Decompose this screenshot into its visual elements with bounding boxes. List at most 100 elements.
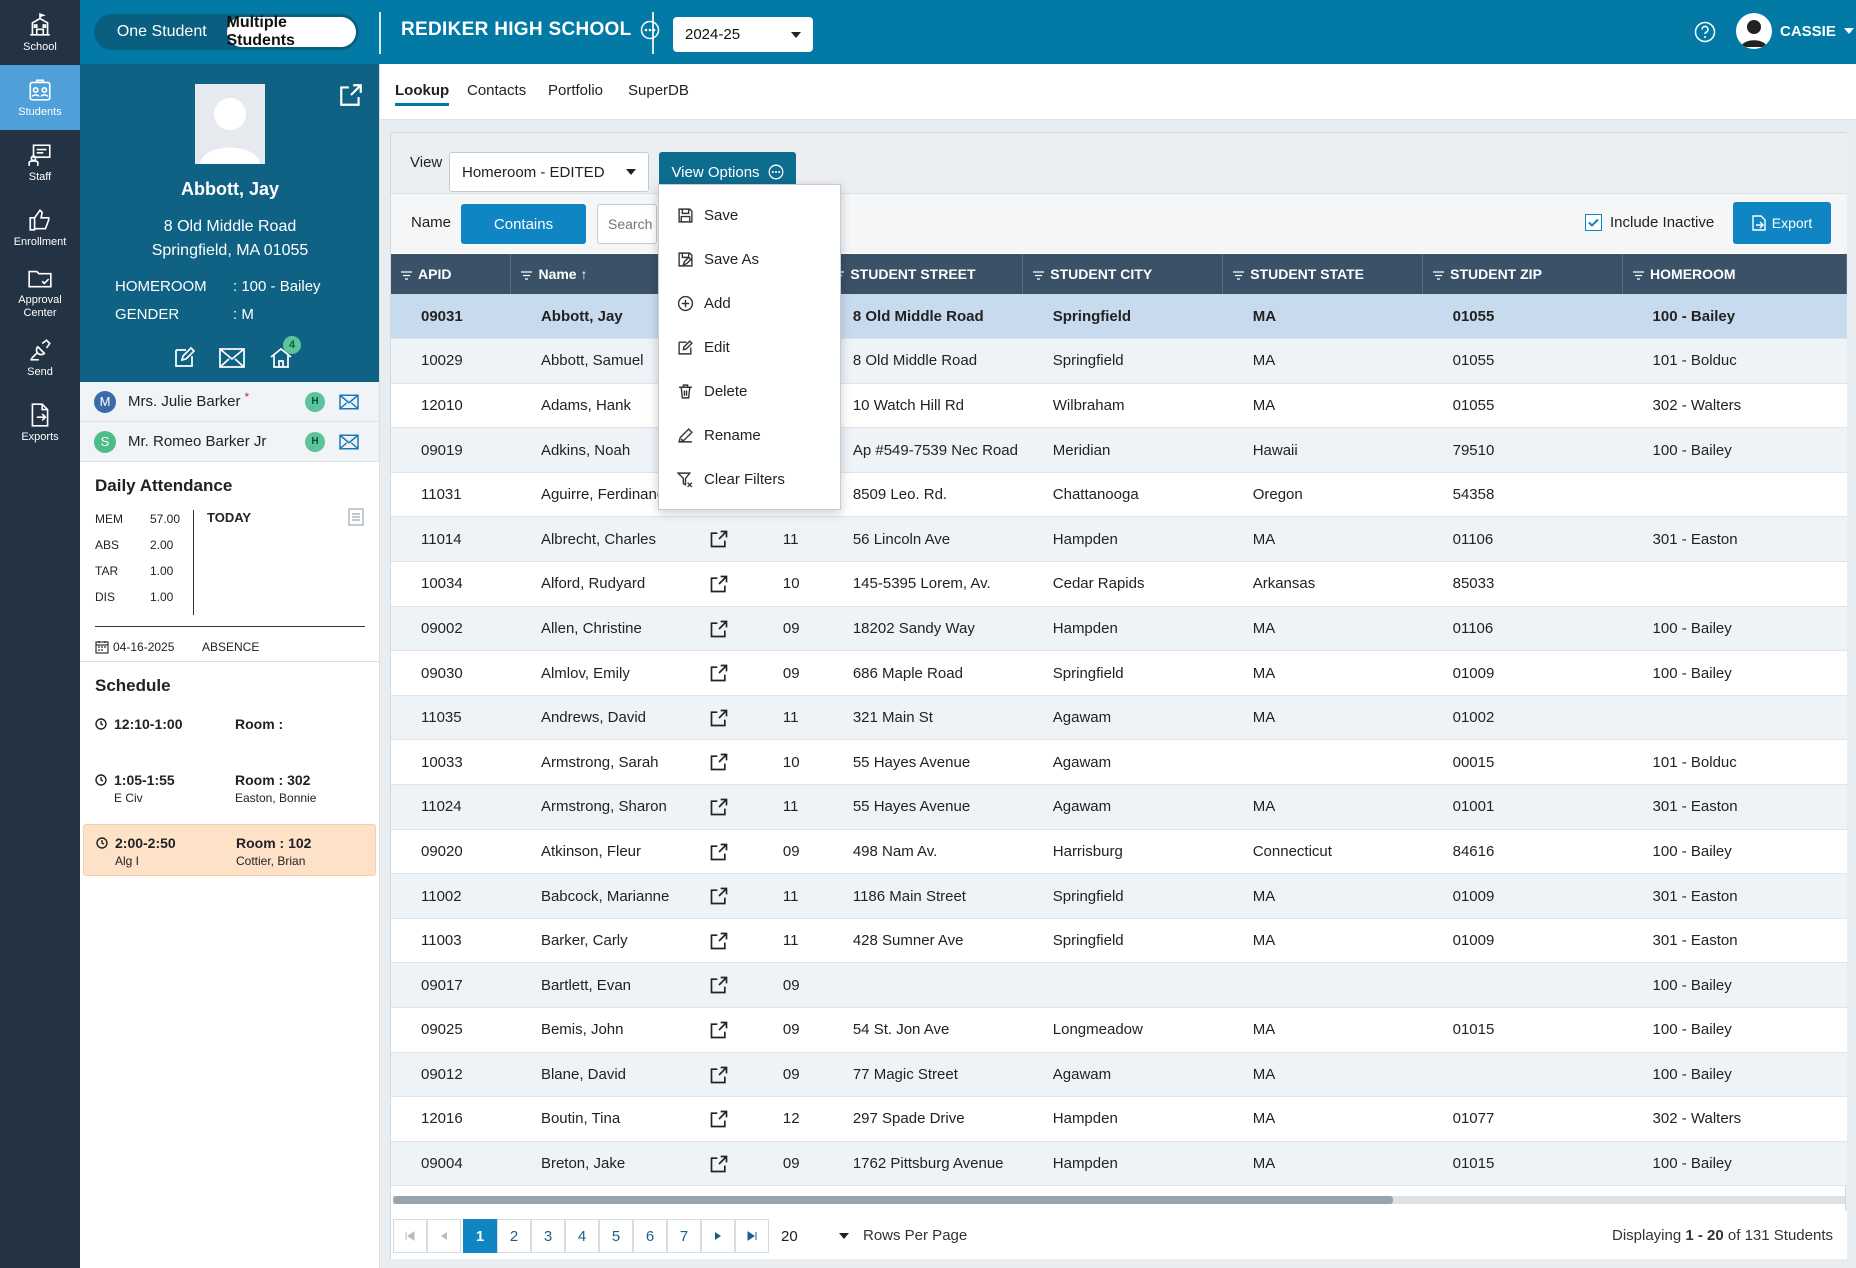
contact-email-button[interactable] xyxy=(338,393,360,411)
menu-item-delete[interactable]: Delete xyxy=(659,369,840,413)
user-menu[interactable]: CASSIE xyxy=(1736,13,1854,49)
table-row[interactable]: 09002 Allen, Christine 09 18202 Sandy Way Ha… xyxy=(391,606,1847,652)
table-row[interactable]: 09025 Bemis, John 09 54 St. Jon Ave Longmead… xyxy=(391,1007,1847,1053)
export-button[interactable]: Export xyxy=(1733,202,1831,244)
menu-item-add[interactable]: Add xyxy=(659,281,840,325)
contains-button[interactable]: Contains xyxy=(461,204,586,244)
table-row[interactable]: 11035 Andrews, David 11 321 Main St Agawam MA… xyxy=(391,695,1847,741)
school-selector[interactable]: REDIKER HIGH SCHOOL xyxy=(401,19,660,41)
page-button[interactable]: 3 xyxy=(531,1219,565,1253)
schedule-slot[interactable]: 1:05-1:55 Room : 302 E Civ Easton, Bonni… xyxy=(80,762,379,820)
rail-item-school[interactable]: School xyxy=(0,0,80,65)
edit-button[interactable] xyxy=(172,346,196,370)
view-select[interactable]: Homeroom - EDITED xyxy=(449,152,649,192)
rail-item-approval-center[interactable]: Approval Center xyxy=(0,260,80,325)
page-button[interactable]: 6 xyxy=(633,1219,667,1253)
rail-item-send[interactable]: Send xyxy=(0,325,80,390)
student-mode-toggle[interactable]: One Student Multiple Students xyxy=(94,14,359,50)
open-student-icon[interactable] xyxy=(709,1020,729,1040)
column-header-apid[interactable]: APID xyxy=(391,254,512,294)
popout-button[interactable] xyxy=(338,82,364,108)
next-page-button[interactable] xyxy=(701,1219,735,1253)
filter-icon[interactable] xyxy=(1433,271,1445,280)
open-student-icon[interactable] xyxy=(709,529,729,549)
table-row[interactable]: 11024 Armstrong, Sharon 11 55 Hayes Avenue A… xyxy=(391,784,1847,830)
filter-icon[interactable] xyxy=(401,271,412,280)
table-row[interactable]: 09031 Abbott, Jay 8 Old Middle Road Springf… xyxy=(391,294,1847,340)
open-student-icon[interactable] xyxy=(709,797,729,817)
attendance-notes-button[interactable] xyxy=(348,508,364,526)
filter-icon[interactable] xyxy=(1233,271,1245,280)
table-row[interactable]: 12010 Adams, Hank 10 Watch Hill Rd Wilbraha… xyxy=(391,383,1847,429)
table-row[interactable]: 09019 Adkins, Noah Ap #549-7539 Nec Road Me… xyxy=(391,427,1847,473)
horizontal-scrollbar[interactable] xyxy=(393,1196,1845,1204)
table-row[interactable]: 09030 Almlov, Emily 09 686 Maple Road Spring… xyxy=(391,650,1847,696)
menu-item-save[interactable]: Save xyxy=(659,193,840,237)
page-button[interactable]: 1 xyxy=(463,1219,497,1253)
scrollbar-thumb[interactable] xyxy=(393,1196,1393,1204)
tab-lookup[interactable]: Lookup xyxy=(395,82,450,106)
help-button[interactable] xyxy=(1694,21,1716,43)
page-button[interactable]: 5 xyxy=(599,1219,633,1253)
previous-page-button[interactable] xyxy=(427,1219,461,1253)
table-row[interactable]: 11002 Babcock, Marianne 11 1186 Main Street… xyxy=(391,873,1847,919)
open-student-icon[interactable] xyxy=(709,886,729,906)
open-student-icon[interactable] xyxy=(709,708,729,728)
column-header-street[interactable]: STUDENT STREET xyxy=(822,254,1024,294)
table-row[interactable]: 11014 Albrecht, Charles 11 56 Lincoln Ave Ha… xyxy=(391,516,1847,563)
page-button[interactable]: 2 xyxy=(497,1219,531,1253)
column-header-city[interactable]: STUDENT CITY xyxy=(1022,254,1224,294)
menu-item-rename[interactable]: Rename xyxy=(659,413,840,457)
filter-icon[interactable] xyxy=(1633,271,1645,280)
rows-per-page-select[interactable]: 20 xyxy=(781,1219,849,1253)
open-student-icon[interactable] xyxy=(709,931,729,951)
menu-item-save-as[interactable]: Save As xyxy=(659,237,840,281)
column-header-zip[interactable]: STUDENT ZIP xyxy=(1422,254,1624,294)
table-row[interactable]: 09017 Bartlett, Evan 09 100 - Bailey xyxy=(391,962,1847,1008)
table-row[interactable]: 10033 Armstrong, Sarah 10 55 Hayes Avenue Ag… xyxy=(391,739,1847,786)
checkbox-checked-icon[interactable] xyxy=(1585,214,1602,231)
tab-portfolio[interactable]: Portfolio xyxy=(548,82,604,99)
menu-item-edit[interactable]: Edit xyxy=(659,325,840,369)
open-student-icon[interactable] xyxy=(709,1065,729,1085)
one-student-toggle[interactable]: One Student xyxy=(116,23,207,40)
table-row[interactable]: 09020 Atkinson, Fleur 09 498 Nam Av. Harrisb… xyxy=(391,829,1847,875)
email-button[interactable] xyxy=(218,346,246,370)
table-row[interactable]: 11003 Barker, Carly 11 428 Sumner Ave Spring… xyxy=(391,918,1847,964)
open-student-icon[interactable] xyxy=(709,842,729,862)
tab-superdb[interactable]: SuperDB xyxy=(628,82,689,99)
filter-icon[interactable] xyxy=(521,271,533,280)
table-row[interactable]: 10034 Alford, Rudyard 10 145-5395 Lorem, Av… xyxy=(391,561,1847,607)
column-header-state[interactable]: STUDENT STATE xyxy=(1222,254,1424,294)
schedule-slot[interactable]: 12:10-1:00 Room : xyxy=(80,706,379,764)
first-page-button[interactable] xyxy=(393,1219,427,1253)
rail-item-enrollment[interactable]: Enrollment xyxy=(0,195,80,260)
schedule-slot-current[interactable]: 2:00-2:50 Room : 102 Alg I Cottier, Bria… xyxy=(83,824,376,876)
table-row[interactable]: 12016 Boutin, Tina 12 297 Spade Drive Hampde… xyxy=(391,1096,1847,1142)
open-student-icon[interactable] xyxy=(709,663,729,683)
rail-item-exports[interactable]: Exports xyxy=(0,390,80,455)
contact-item[interactable]: M Mrs. Julie Barker * H xyxy=(80,382,379,422)
rail-item-staff[interactable]: Staff xyxy=(0,130,80,195)
household-button[interactable]: 4 xyxy=(268,336,301,370)
menu-item-clear-filters[interactable]: Clear Filters xyxy=(659,457,840,501)
contact-item[interactable]: S Mr. Romeo Barker Jr H xyxy=(80,422,379,462)
open-student-icon[interactable] xyxy=(709,619,729,639)
filter-icon[interactable] xyxy=(1033,271,1045,280)
open-student-icon[interactable] xyxy=(709,1154,729,1174)
open-student-icon[interactable] xyxy=(709,574,729,594)
include-inactive[interactable]: Include Inactive xyxy=(1585,214,1714,231)
open-student-icon[interactable] xyxy=(709,1109,729,1129)
tab-contacts[interactable]: Contacts xyxy=(467,82,527,99)
name-search-input[interactable] xyxy=(597,204,657,244)
table-row[interactable]: 11031 Aguirre, Ferdinand 8509 Leo. Rd. Chat… xyxy=(391,472,1847,518)
contact-email-button[interactable] xyxy=(338,433,360,451)
multiple-students-toggle[interactable]: Multiple Students xyxy=(226,14,356,49)
column-header-homeroom[interactable]: HOMEROOM xyxy=(1622,254,1847,294)
page-button[interactable]: 4 xyxy=(565,1219,599,1253)
last-page-button[interactable] xyxy=(735,1219,769,1253)
open-student-icon[interactable] xyxy=(709,975,729,995)
school-year-select[interactable]: 2024-25 xyxy=(673,17,813,52)
rail-item-students[interactable]: Students xyxy=(0,65,80,130)
table-row[interactable]: 09004 Breton, Jake 09 1762 Pittsburg Avenue… xyxy=(391,1141,1847,1187)
